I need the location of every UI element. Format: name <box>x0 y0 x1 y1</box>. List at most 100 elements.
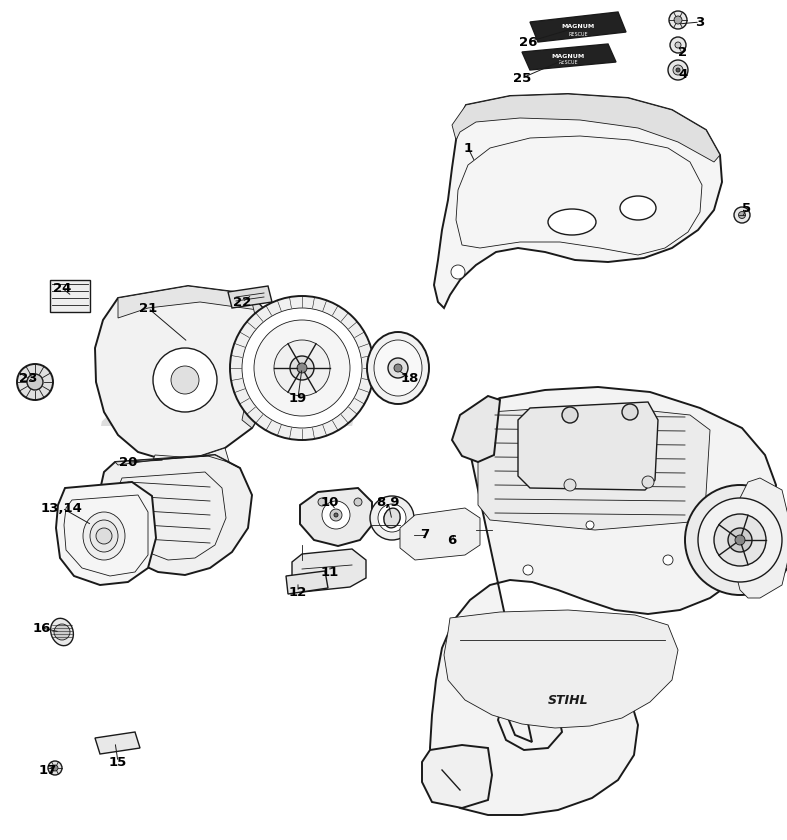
Circle shape <box>735 535 745 545</box>
Text: 7: 7 <box>420 528 430 542</box>
Circle shape <box>451 265 465 279</box>
Circle shape <box>27 374 43 390</box>
Circle shape <box>670 37 686 53</box>
Polygon shape <box>522 44 616 70</box>
Ellipse shape <box>448 521 462 539</box>
Text: 25: 25 <box>513 71 531 85</box>
Polygon shape <box>286 571 328 594</box>
Polygon shape <box>300 488 372 546</box>
Circle shape <box>171 366 199 394</box>
Polygon shape <box>242 294 278 428</box>
Text: 8,9: 8,9 <box>376 496 400 508</box>
Polygon shape <box>400 508 480 560</box>
Circle shape <box>673 65 683 75</box>
Circle shape <box>48 761 62 775</box>
Circle shape <box>564 479 576 491</box>
Circle shape <box>52 765 58 771</box>
Polygon shape <box>228 286 272 308</box>
Text: 26: 26 <box>519 35 538 49</box>
Circle shape <box>586 521 594 529</box>
Circle shape <box>378 504 406 532</box>
Text: 17: 17 <box>39 764 57 776</box>
Polygon shape <box>518 402 658 490</box>
Circle shape <box>622 404 638 420</box>
Circle shape <box>354 498 362 506</box>
Polygon shape <box>95 286 278 460</box>
Text: 12: 12 <box>289 585 307 598</box>
Circle shape <box>297 363 307 373</box>
Text: 4: 4 <box>678 69 688 81</box>
Text: 1: 1 <box>464 141 472 155</box>
Circle shape <box>153 348 217 412</box>
Circle shape <box>394 364 402 372</box>
Circle shape <box>322 501 350 529</box>
Circle shape <box>734 207 750 223</box>
Text: 3: 3 <box>696 15 704 29</box>
Text: 21: 21 <box>139 302 157 314</box>
Polygon shape <box>150 448 230 485</box>
Text: STIHL: STIHL <box>548 694 589 706</box>
Ellipse shape <box>384 508 400 528</box>
Polygon shape <box>530 12 626 42</box>
Circle shape <box>738 212 745 218</box>
Text: 10: 10 <box>321 496 339 508</box>
Circle shape <box>242 308 362 428</box>
Text: 5: 5 <box>742 202 752 214</box>
Text: 19: 19 <box>289 391 307 405</box>
Ellipse shape <box>83 512 125 560</box>
Bar <box>50 280 90 312</box>
Polygon shape <box>56 482 156 585</box>
Text: 23: 23 <box>19 371 37 385</box>
Text: ZapTools.ru: ZapTools.ru <box>102 396 357 434</box>
Text: 13,14: 13,14 <box>41 501 83 514</box>
Circle shape <box>290 356 314 380</box>
Polygon shape <box>95 732 140 754</box>
Text: 24: 24 <box>53 281 71 295</box>
Circle shape <box>370 496 414 540</box>
Text: MAGNUM: MAGNUM <box>561 24 595 29</box>
Circle shape <box>318 498 326 506</box>
Circle shape <box>334 513 338 517</box>
Circle shape <box>54 624 70 640</box>
Circle shape <box>669 11 687 29</box>
Circle shape <box>389 515 395 521</box>
Polygon shape <box>444 610 678 728</box>
Circle shape <box>96 528 112 544</box>
Text: 22: 22 <box>233 296 251 308</box>
Circle shape <box>663 555 673 565</box>
Circle shape <box>685 485 787 595</box>
Circle shape <box>642 476 654 488</box>
Ellipse shape <box>367 332 429 404</box>
Circle shape <box>714 514 766 566</box>
Polygon shape <box>452 94 720 162</box>
Circle shape <box>330 509 342 521</box>
Polygon shape <box>100 455 252 575</box>
Text: MAGNUM: MAGNUM <box>552 54 585 59</box>
Circle shape <box>409 519 441 551</box>
Ellipse shape <box>444 516 466 544</box>
Polygon shape <box>292 549 366 592</box>
Ellipse shape <box>548 209 596 235</box>
Ellipse shape <box>374 340 422 396</box>
Polygon shape <box>115 455 240 468</box>
Circle shape <box>523 565 533 575</box>
Circle shape <box>384 510 400 526</box>
Text: RESCUE: RESCUE <box>558 60 578 66</box>
Circle shape <box>674 16 682 24</box>
Circle shape <box>675 42 681 48</box>
Text: 20: 20 <box>119 455 137 469</box>
Circle shape <box>668 60 688 80</box>
Circle shape <box>562 407 578 423</box>
Polygon shape <box>434 94 722 308</box>
Ellipse shape <box>620 196 656 220</box>
Text: 15: 15 <box>109 755 127 769</box>
Ellipse shape <box>90 520 118 552</box>
Circle shape <box>17 364 53 400</box>
Ellipse shape <box>50 618 73 646</box>
Circle shape <box>728 528 752 552</box>
Circle shape <box>421 531 429 539</box>
Text: 2: 2 <box>678 45 688 59</box>
Polygon shape <box>452 396 500 462</box>
Polygon shape <box>422 745 492 808</box>
Text: RESCUE: RESCUE <box>568 31 588 36</box>
